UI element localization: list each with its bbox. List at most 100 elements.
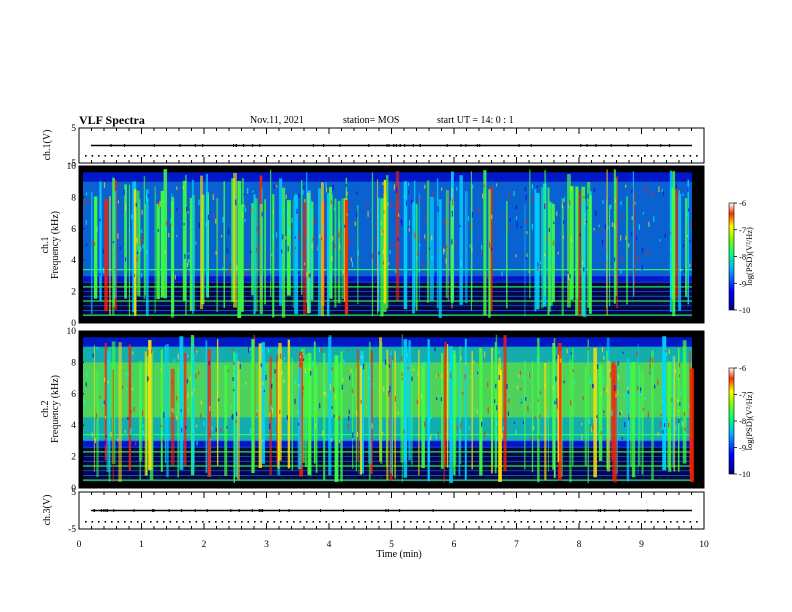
ch2-spectrogram-speckle [99, 396, 101, 399]
ch1-spectrogram-speckle [338, 232, 340, 238]
ch1-spectrogram-speckle [526, 219, 528, 224]
ch1-waveform-baseline-dot [228, 155, 230, 157]
ch1-colorbar-tick-label: -9 [739, 278, 746, 288]
ch1-spectrogram-speckle [563, 197, 565, 203]
ch2-spectrogram-speckle [582, 396, 584, 400]
ch1-spectrogram-burst [254, 198, 258, 312]
ch2-spectrogram-speckle [86, 371, 88, 378]
ch2-spectrogram-speckle [127, 372, 129, 378]
ch2-spectrogram-burst [360, 350, 364, 474]
ch2-spectrogram-speckle [130, 409, 132, 414]
ch1-spectrogram-speckle [583, 195, 585, 199]
ch2-spectrogram-speckle [416, 399, 418, 405]
ch2-spectrogram-speckle [298, 361, 300, 364]
ch2-spectrogram-speckle [349, 375, 351, 381]
ch2-spectrogram-burst [572, 347, 574, 466]
ch1-colorbar-tick-label: -6 [739, 198, 746, 208]
ch2-spectrogram-speckle [394, 396, 397, 402]
ch2-spectrogram-speckle [603, 356, 605, 360]
ch1-spectrogram-burst [270, 169, 272, 298]
ch1-spectrogram-speckle [408, 227, 410, 232]
ch2-spectrogram-speckle [151, 349, 153, 354]
ch3-waveform-baseline-dot [676, 521, 679, 523]
ch3-waveform-baseline-dot [280, 521, 282, 523]
ch1-spectrogram-speckle [397, 237, 399, 241]
ch2-spectrogram-speckle [529, 404, 531, 408]
ch2-spectrogram-speckle [322, 430, 324, 437]
ch1-spectrogram-speckle [141, 272, 143, 278]
ch1-spectrogram-speckle [176, 207, 178, 212]
ch2-spectrogram-speckle [473, 360, 475, 364]
x-tick-label: 0 [77, 540, 82, 550]
ch1-spectrogram-speckle [304, 199, 306, 203]
ch1-waveform-baseline-dot [507, 155, 510, 157]
ch3-waveform-baseline-dot [572, 521, 575, 523]
ch2-spectrogram-burst [166, 344, 169, 477]
ch1-spectrogram-burst [253, 194, 256, 315]
ch2-spectrogram-speckle [177, 353, 179, 360]
ch1-waveform-baseline-dot [637, 155, 640, 157]
ch2-spectrogram-panel: 0 2 4 6 8 10 [67, 327, 705, 494]
ch2-spectrogram-speckle [302, 385, 304, 391]
ch3-waveform-baseline-dot [306, 521, 308, 523]
ch2-spectrogram-speckle [175, 415, 178, 420]
ch2-spectrogram-speckle [519, 370, 521, 376]
ch2-spectrogram-speckle [572, 369, 574, 372]
ch2-spectrogram-speckle [487, 407, 489, 414]
ch2-spectrogram-speckle [666, 352, 668, 357]
ch1-waveform-baseline-dot [163, 155, 165, 157]
ch2-spectrogram-speckle [515, 429, 517, 436]
ch1-spectrogram-speckle [181, 209, 183, 212]
ch2-spectrogram-speckle [556, 355, 558, 360]
ch1-spectrogram-image [79, 166, 704, 323]
ch2-spectrogram-speckle [329, 384, 331, 390]
ch2-spectrogram-ylabel-1: ch.2 [40, 401, 51, 418]
ch1-spectrogram-speckle [312, 237, 314, 242]
ch2-spectrogram-speckle [352, 440, 354, 445]
ch2-spectrogram-speckle [413, 368, 415, 372]
ch1-spectrogram-speckle [658, 186, 660, 192]
ch1-spectrogram-speckle [195, 241, 197, 245]
ch2-spectrogram-speckle [498, 365, 500, 371]
ch2-spectrogram-speckle [683, 411, 685, 417]
ch1-spectrogram-speckle [112, 241, 114, 244]
ch1-spectrogram-speckle [611, 222, 614, 227]
ch1-spectrogram-speckle [581, 261, 584, 265]
ch1-spectrogram-speckle [91, 240, 94, 245]
ch2-spectrogram-speckle [324, 391, 326, 396]
ch1-spectrogram-burst [160, 190, 164, 298]
ch2-spectrogram-speckle [231, 415, 233, 419]
ch2-spectrogram-speckle [647, 411, 649, 418]
ch1-spectrogram-speckle [631, 189, 633, 193]
ch2-spectrogram-ylabel-2: Frequency (kHz) [50, 375, 61, 443]
ch2-spectrogram-speckle [302, 358, 305, 361]
ch1-waveform-baseline-dot [280, 155, 282, 157]
ch1-spectrogram-speckle [641, 248, 644, 252]
ch3-waveform-baseline-dot [644, 521, 646, 523]
ch2-spectrogram-speckle [615, 393, 617, 398]
ch2-spectrogram-speckle [132, 351, 134, 355]
ch2-colorbar-label: log(PSD)(V²/Hz) [744, 391, 754, 450]
x-tick-label: 10 [699, 540, 709, 550]
ch1-spectrogram-ytick-label: 8 [71, 193, 76, 203]
ch1-waveform-baseline-dot [429, 155, 432, 157]
ch1-spectrogram-burst [536, 193, 540, 310]
ch2-spectrogram-speckle [181, 428, 183, 433]
ch3-waveform-baseline-dot [208, 521, 211, 523]
ch2-spectrogram-speckle [333, 387, 335, 393]
ch3-waveform-baseline-dot [254, 521, 256, 523]
ch2-spectrogram-speckle [94, 437, 97, 444]
ch1-spectrogram-burst [429, 196, 434, 302]
ch1-spectrogram-burst [569, 186, 574, 300]
ch1-spectrogram-speckle [443, 248, 445, 255]
ch3-waveform-baseline-dot [650, 521, 653, 523]
ch2-spectrogram-burst [128, 344, 132, 471]
ch2-spectrogram-speckle [247, 347, 250, 353]
ch2-spectrogram-speckle [674, 369, 677, 374]
ch2-spectrogram-burst [584, 366, 587, 467]
ch2-spectrogram-speckle [435, 433, 437, 440]
ch1-spectrogram-speckle [421, 263, 424, 268]
ch1-spectrogram-speckle [124, 257, 127, 262]
ch1-spectrogram-speckle [428, 247, 431, 250]
ch1-spectrogram-speckle [580, 200, 582, 205]
